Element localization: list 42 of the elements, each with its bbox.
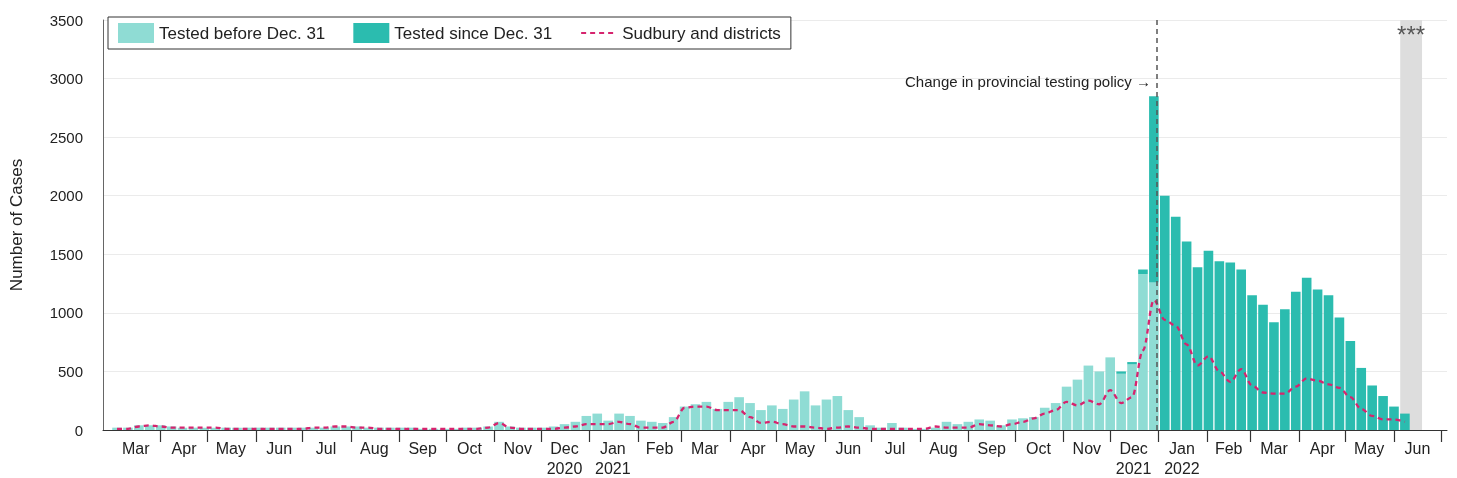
x-tick-label: Aug — [929, 439, 958, 457]
y-tick-label: 500 — [57, 362, 83, 380]
x-tick-label: Apr — [740, 439, 767, 457]
x-tick-label: Jul — [315, 439, 337, 457]
x-tick-label: Apr — [171, 439, 198, 457]
legend-label: Tested before Dec. 31 — [159, 23, 326, 43]
y-tick-label: 0 — [74, 421, 83, 439]
x-tick-label: May — [1353, 439, 1385, 457]
y-tick-label: 2000 — [49, 187, 83, 205]
band-label: *** — [1397, 20, 1426, 48]
x-tick-label: Nov — [1072, 439, 1102, 457]
x-tick-label: Sep — [408, 439, 437, 457]
y-tick-label: 1000 — [49, 304, 83, 322]
x-tick-label: Jun — [266, 439, 293, 457]
x-tick-label: Aug — [360, 439, 389, 457]
x-tick-label: Oct — [456, 439, 483, 457]
ref-line-label: Change in provincial testing policy → — [905, 72, 1151, 90]
x-tick-label: Jun — [1404, 439, 1431, 457]
legend-label: Tested since Dec. 31 — [394, 23, 553, 43]
x-tick-label: Sep — [977, 439, 1007, 457]
x-tick-label: Mar — [691, 439, 720, 457]
y-tick-label: 3500 — [49, 11, 83, 29]
x-tick-label: Jul — [884, 439, 906, 457]
x-tick-label: May — [784, 439, 816, 457]
x-tick-label: Nov — [503, 439, 532, 457]
x-tick-label: Dec 2020 — [546, 439, 583, 477]
x-tick-label: Jan 2022 — [1164, 439, 1200, 477]
x-tick-label: Jun — [835, 439, 862, 457]
x-tick-label: Jan 2021 — [595, 439, 631, 477]
x-tick-label: Mar — [1260, 439, 1289, 457]
y-axis-title: Number of Cases — [7, 158, 26, 292]
y-tick-label: 2500 — [49, 128, 83, 146]
x-tick-label: Feb — [1214, 439, 1243, 457]
y-tick-label: 1500 — [49, 245, 83, 263]
x-tick-label: Feb — [645, 439, 674, 457]
x-tick-label: Dec 2021 — [1115, 439, 1152, 477]
y-tick-label: 3000 — [49, 70, 83, 88]
x-tick-label: May — [215, 439, 246, 457]
legend-label: Sudbury and districts — [622, 23, 781, 43]
x-tick-label: Oct — [1026, 439, 1052, 457]
x-tick-label: Mar — [121, 439, 151, 457]
x-tick-label: Apr — [1309, 439, 1336, 457]
